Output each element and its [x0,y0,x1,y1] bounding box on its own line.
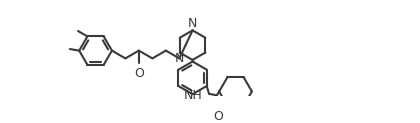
Text: NH: NH [184,89,203,102]
Text: O: O [213,110,223,123]
Text: O: O [134,67,144,80]
Text: N: N [188,17,197,30]
Text: N: N [175,52,184,65]
